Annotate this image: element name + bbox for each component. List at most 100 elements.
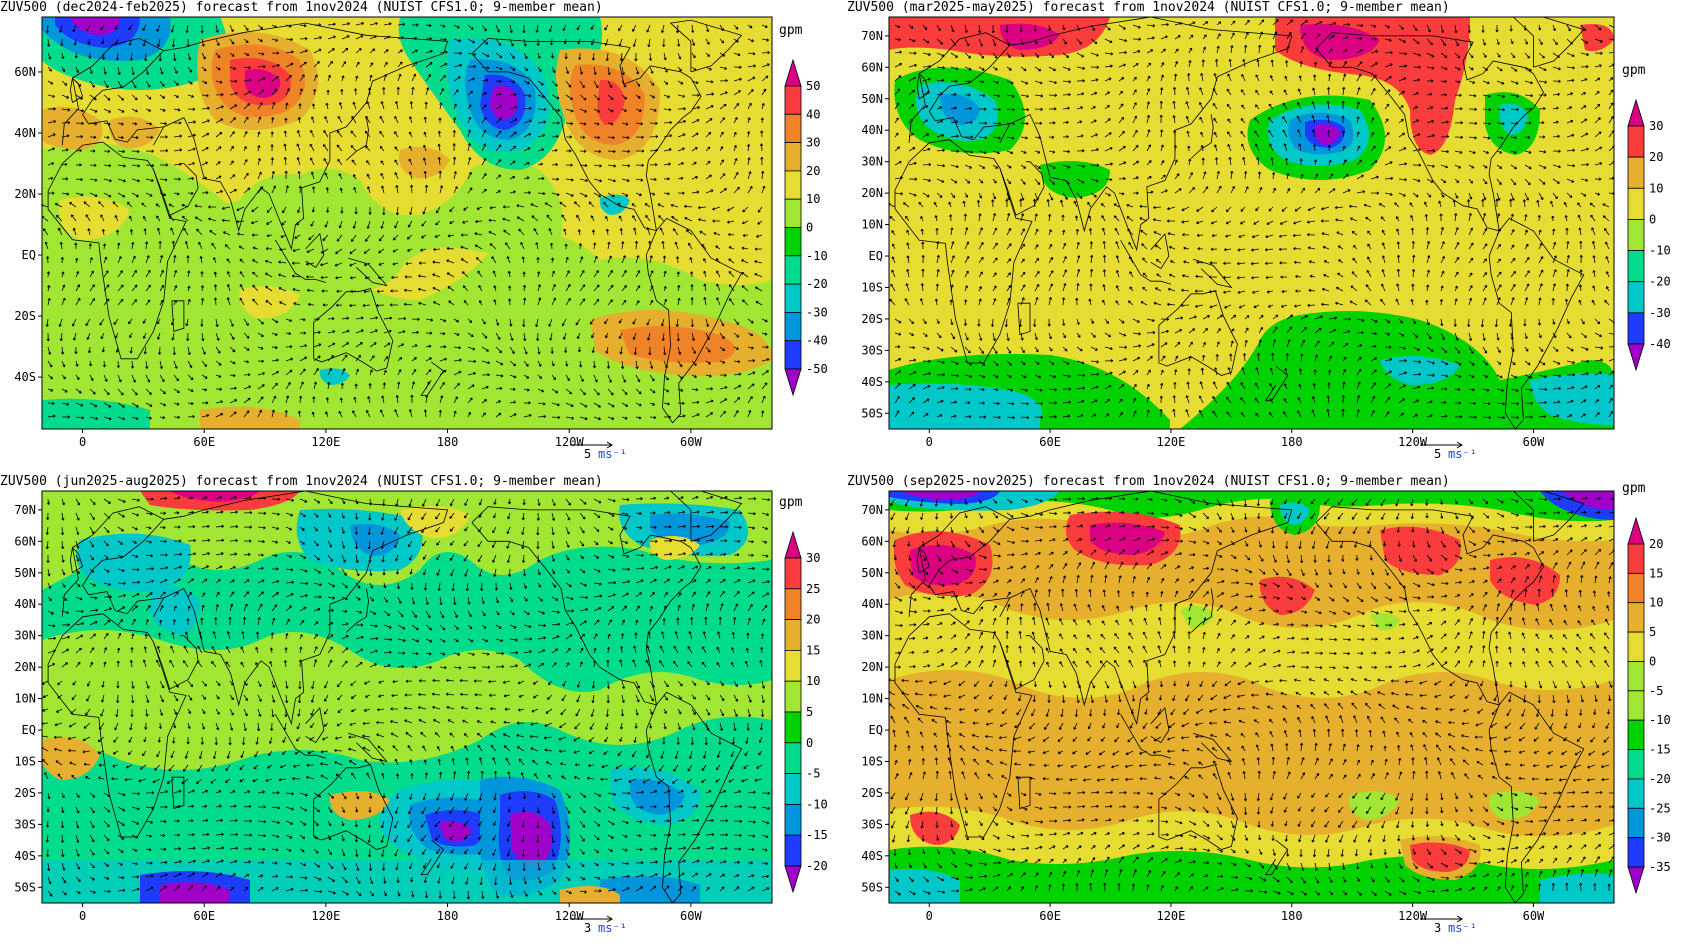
colorbar-tick-label: -10 (1649, 244, 1671, 258)
coastline-segment (471, 37, 702, 232)
coastline-segment (61, 506, 165, 617)
colorbar-tick-label: 10 (1649, 181, 1663, 195)
ref-vector-value: 5 (584, 447, 591, 461)
colorbar-segment (784, 557, 802, 590)
colorbar-segment (1627, 807, 1645, 839)
colorbar-tick-label: -40 (1649, 337, 1671, 351)
coastline-segment (669, 19, 743, 73)
lon-label: 120W (1398, 435, 1428, 449)
anomaly-field (889, 17, 1614, 429)
coastline-segment (1315, 506, 1544, 706)
lon-label: 60E (193, 909, 215, 923)
wind-vector-field (42, 21, 770, 421)
lon-label: 120W (555, 435, 585, 449)
colorbar-segment (1627, 219, 1645, 251)
reference-vector: 5 ms⁻¹ (570, 441, 627, 461)
lat-label: 50S (861, 406, 883, 420)
colorbar-segment (784, 834, 802, 867)
lat-label: 40N (861, 123, 883, 137)
colorbar-tick-label: -20 (1649, 772, 1671, 786)
colorbar-tick-label: -5 (806, 767, 820, 781)
colorbar-segment (1627, 837, 1645, 868)
coastline-segment (1150, 707, 1170, 744)
colorbar-segment (1627, 749, 1645, 780)
coastline-segment (420, 361, 445, 396)
lat-axis-labels: 60N 40N 20N EQ 20S 40S (14, 65, 42, 384)
colorbar-segment (784, 58, 802, 87)
wind-vector-field (889, 496, 1614, 896)
colorbar-segment (1627, 866, 1645, 895)
coastline-segment (1120, 240, 1172, 285)
colorbar-segment (784, 530, 802, 559)
colorbar-segment (784, 650, 802, 682)
lat-label: EQ (22, 248, 36, 262)
coastline-segment (471, 506, 702, 706)
lon-label: 120E (1156, 435, 1185, 449)
map-frame (888, 490, 1615, 904)
lat-label: 30S (861, 343, 883, 357)
lon-label: 0 (79, 435, 86, 449)
lon-label: 180 (1281, 435, 1303, 449)
colorbar-tick-label: -10 (806, 249, 828, 263)
lon-label: 180 (437, 909, 459, 923)
colorbar-segment (784, 142, 802, 172)
map-panel-djf: ZUV500 (dec2024-feb2025) forecast from 1… (0, 0, 828, 461)
coastline-segment (274, 239, 327, 283)
panel-title: ZUV500 (jun2025-aug2025) forecast from 1… (0, 474, 603, 489)
colorbar-segment (1627, 156, 1645, 189)
colorbar-segment (1627, 631, 1645, 662)
map-panel-jja: ZUV500 (jun2025-aug2025) forecast from 1… (0, 474, 828, 935)
coastline-segment (274, 714, 327, 759)
lat-label: 30N (14, 629, 36, 643)
coastline-segment (163, 22, 449, 251)
colorbar-segment (784, 711, 802, 744)
coastline-segment (420, 839, 445, 876)
coastline-segment (345, 588, 369, 633)
coastlines (894, 491, 1585, 903)
map-frame (888, 16, 1615, 430)
colorbar-tick-label: 30 (1649, 119, 1663, 133)
map-frame (41, 490, 773, 904)
panel-title: ZUV500 (sep2025-nov2025) forecast from 1… (847, 474, 1450, 489)
colorbar-segment (1627, 572, 1645, 604)
colorbar-tick-label: -40 (806, 334, 828, 348)
coastline-segment (1488, 217, 1585, 429)
lat-label: 60N (14, 65, 36, 79)
coastline-segment (908, 506, 1011, 617)
colorbar-tick-label: -20 (806, 277, 828, 291)
coastline-segment (894, 139, 1033, 364)
ref-vector-value: 3 (1434, 921, 1441, 935)
map-panel-mam: ZUV500 (mar2025-may2025) forecast from 1… (847, 0, 1671, 461)
lat-label: 60N (14, 534, 36, 548)
lat-label: 10N (861, 218, 883, 232)
lon-axis-labels: 0 60E 120E 180 120W 60W (926, 903, 1545, 923)
lon-label: 120W (1398, 909, 1428, 923)
coastline-segment (1190, 114, 1214, 159)
coastline-segment (1009, 491, 1293, 726)
colorbar-tick-label: 10 (806, 192, 820, 206)
lon-label: 60W (680, 435, 702, 449)
coastlines (894, 17, 1585, 429)
coastline-segment (670, 491, 743, 542)
colorbar-tick-label: -50 (806, 362, 828, 376)
lat-label: 20N (14, 187, 36, 201)
colorbar: 50 40 30 20 10 0 -10 -20 -30 -40 -50 gpm (779, 23, 828, 397)
lon-label: 60E (1039, 435, 1061, 449)
coastline-segment (1512, 491, 1585, 542)
colorbar-tick-label: 10 (806, 674, 820, 688)
ref-vector-unit: ms⁻¹ (598, 447, 627, 461)
colorbar-tick-label: -30 (806, 305, 828, 319)
ref-arrow-head (1456, 441, 1463, 449)
colorbar-segment (784, 680, 802, 713)
anomaly-field (889, 491, 1614, 903)
colorbar-tick-label: 5 (806, 705, 813, 719)
coastline-segment (916, 72, 930, 100)
coastline-segment (1017, 302, 1031, 336)
ref-arrow-head (1456, 915, 1463, 923)
coastline-segment (908, 32, 1011, 143)
lat-label: 20S (14, 309, 36, 323)
coastline-segment (1192, 258, 1233, 289)
lat-label: 10S (861, 280, 883, 294)
lon-label: 0 (926, 909, 933, 923)
lat-label: 30S (861, 817, 883, 831)
